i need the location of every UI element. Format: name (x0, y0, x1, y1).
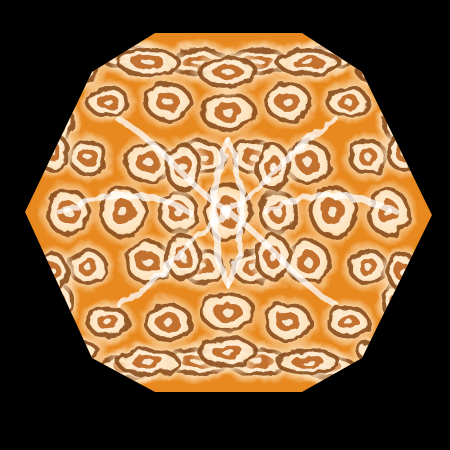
brown-ring (165, 143, 201, 191)
brown-ring (326, 86, 370, 118)
brown-ring (326, 306, 370, 338)
cream-center (343, 98, 353, 106)
white-vein (117, 117, 231, 215)
cream-center (364, 153, 372, 161)
white-vein (211, 137, 231, 288)
cream-center (303, 157, 313, 167)
cream-center (283, 98, 293, 106)
white-vein (225, 117, 339, 215)
brown-ring (144, 302, 192, 342)
cream-center (328, 206, 338, 218)
brown-ring (165, 233, 201, 281)
brown-ring (255, 143, 291, 191)
cream-center (141, 359, 155, 365)
brown-ring (366, 188, 410, 236)
cream-center (141, 59, 155, 65)
brown-ring (99, 186, 147, 238)
brown-ring (198, 336, 258, 368)
brown-ring (264, 302, 312, 342)
brown-ring (86, 86, 130, 118)
cream-center (301, 59, 315, 65)
cream-center (84, 153, 92, 161)
pattern-layer (29, 37, 427, 387)
cream-center (84, 263, 92, 271)
cream-center (118, 206, 128, 218)
brown-ring (116, 48, 180, 76)
white-vein (57, 192, 193, 215)
cream-center (143, 157, 153, 167)
cream-center (283, 318, 293, 326)
brown-ring (116, 348, 180, 376)
cream-center (343, 318, 353, 326)
brown-ring (198, 56, 258, 88)
cream-center (364, 263, 372, 271)
brown-ring (255, 233, 291, 281)
brown-ring (264, 82, 312, 122)
cream-center (103, 98, 113, 106)
cream-center (221, 348, 235, 356)
white-vein (117, 209, 231, 308)
brown-ring (309, 186, 357, 238)
cream-center (163, 318, 173, 326)
cream-center (301, 359, 315, 365)
brown-ring (46, 188, 90, 236)
white-vein (225, 137, 245, 288)
cream-center (222, 108, 234, 116)
brown-ring (276, 48, 340, 76)
white-vein (225, 209, 339, 308)
white-vein (263, 192, 399, 215)
cream-center (143, 257, 153, 267)
cream-center (163, 98, 173, 106)
cream-center (303, 257, 313, 267)
brown-ring (86, 306, 130, 338)
cream-center (222, 308, 234, 316)
cream-center (221, 68, 235, 76)
cream-center (103, 318, 113, 326)
brown-ring (276, 348, 340, 376)
brown-ring (144, 82, 192, 122)
